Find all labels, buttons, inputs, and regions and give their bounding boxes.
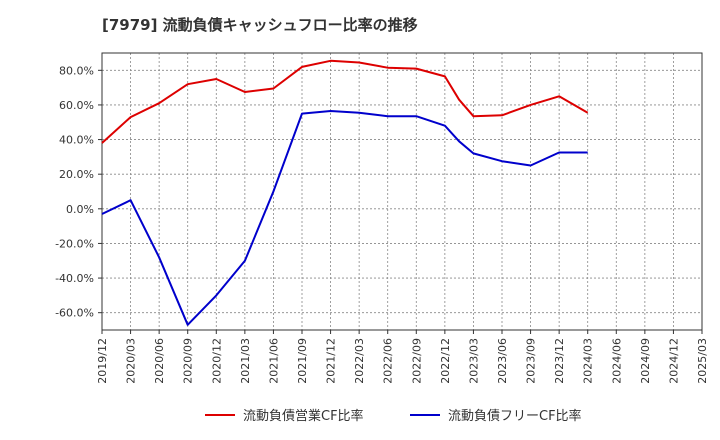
x-tick-label: 2024/09 <box>639 338 652 384</box>
series-layer <box>101 59 589 326</box>
x-tick-label: 2023/06 <box>496 338 509 384</box>
y-tick-label: -40.0% <box>55 272 94 285</box>
chart-title: [7979] 流動負債キャッシュフロー比率の推移 <box>102 16 418 34</box>
plot-frame <box>101 52 703 331</box>
x-tick-label: 2020/03 <box>125 338 138 384</box>
series-line-2 <box>101 110 588 326</box>
x-tick-label: 2020/12 <box>210 338 223 384</box>
x-tick-label: 2020/09 <box>182 338 195 384</box>
x-tick-label: 2021/03 <box>239 338 252 384</box>
x-tick-label: 2021/12 <box>325 338 338 384</box>
y-tick-label: -20.0% <box>55 237 94 250</box>
x-tick-label: 2023/03 <box>467 338 480 384</box>
y-tick-label: -60.0% <box>55 307 94 320</box>
x-axis-ticks: 2019/12 2020/03 2020/06 2020/09 2020/12 2021/… <box>96 330 709 384</box>
x-tick-label: 2025/03 <box>696 338 709 384</box>
grid-layer <box>102 53 702 330</box>
x-tick-label: 2024/03 <box>582 338 595 384</box>
series-line-1 <box>101 59 589 144</box>
y-tick-label: 80.0% <box>59 64 94 77</box>
y-tick-label: 40.0% <box>59 134 94 147</box>
x-tick-label: 2024/06 <box>610 338 623 384</box>
x-tick-label: 2022/09 <box>410 338 423 384</box>
x-tick-label: 2024/12 <box>667 338 680 384</box>
y-tick-label: 20.0% <box>59 168 94 181</box>
x-tick-label: 2019/12 <box>96 338 109 384</box>
y-tick-label: 60.0% <box>59 99 94 112</box>
y-axis-ticks: -60.0% -40.0% -20.0% 0.0% 20.0% 40.0% 60.0% 80.… <box>55 64 102 320</box>
x-tick-label: 2022/06 <box>382 338 395 384</box>
x-tick-label: 2023/12 <box>553 338 566 384</box>
x-tick-label: 2023/09 <box>525 338 538 384</box>
legend-label-1: 流動負債営業CF比率 <box>243 408 364 424</box>
x-tick-label: 2020/06 <box>153 338 166 384</box>
x-tick-label: 2021/06 <box>267 338 280 384</box>
legend: 流動負債営業CF比率 流動負債フリーCF比率 <box>205 408 582 424</box>
x-tick-label: 2022/03 <box>353 338 366 384</box>
x-tick-label: 2022/12 <box>439 338 452 384</box>
y-tick-label: 0.0% <box>66 203 94 216</box>
legend-label-2: 流動負債フリーCF比率 <box>448 408 582 424</box>
x-tick-label: 2021/09 <box>296 338 309 384</box>
